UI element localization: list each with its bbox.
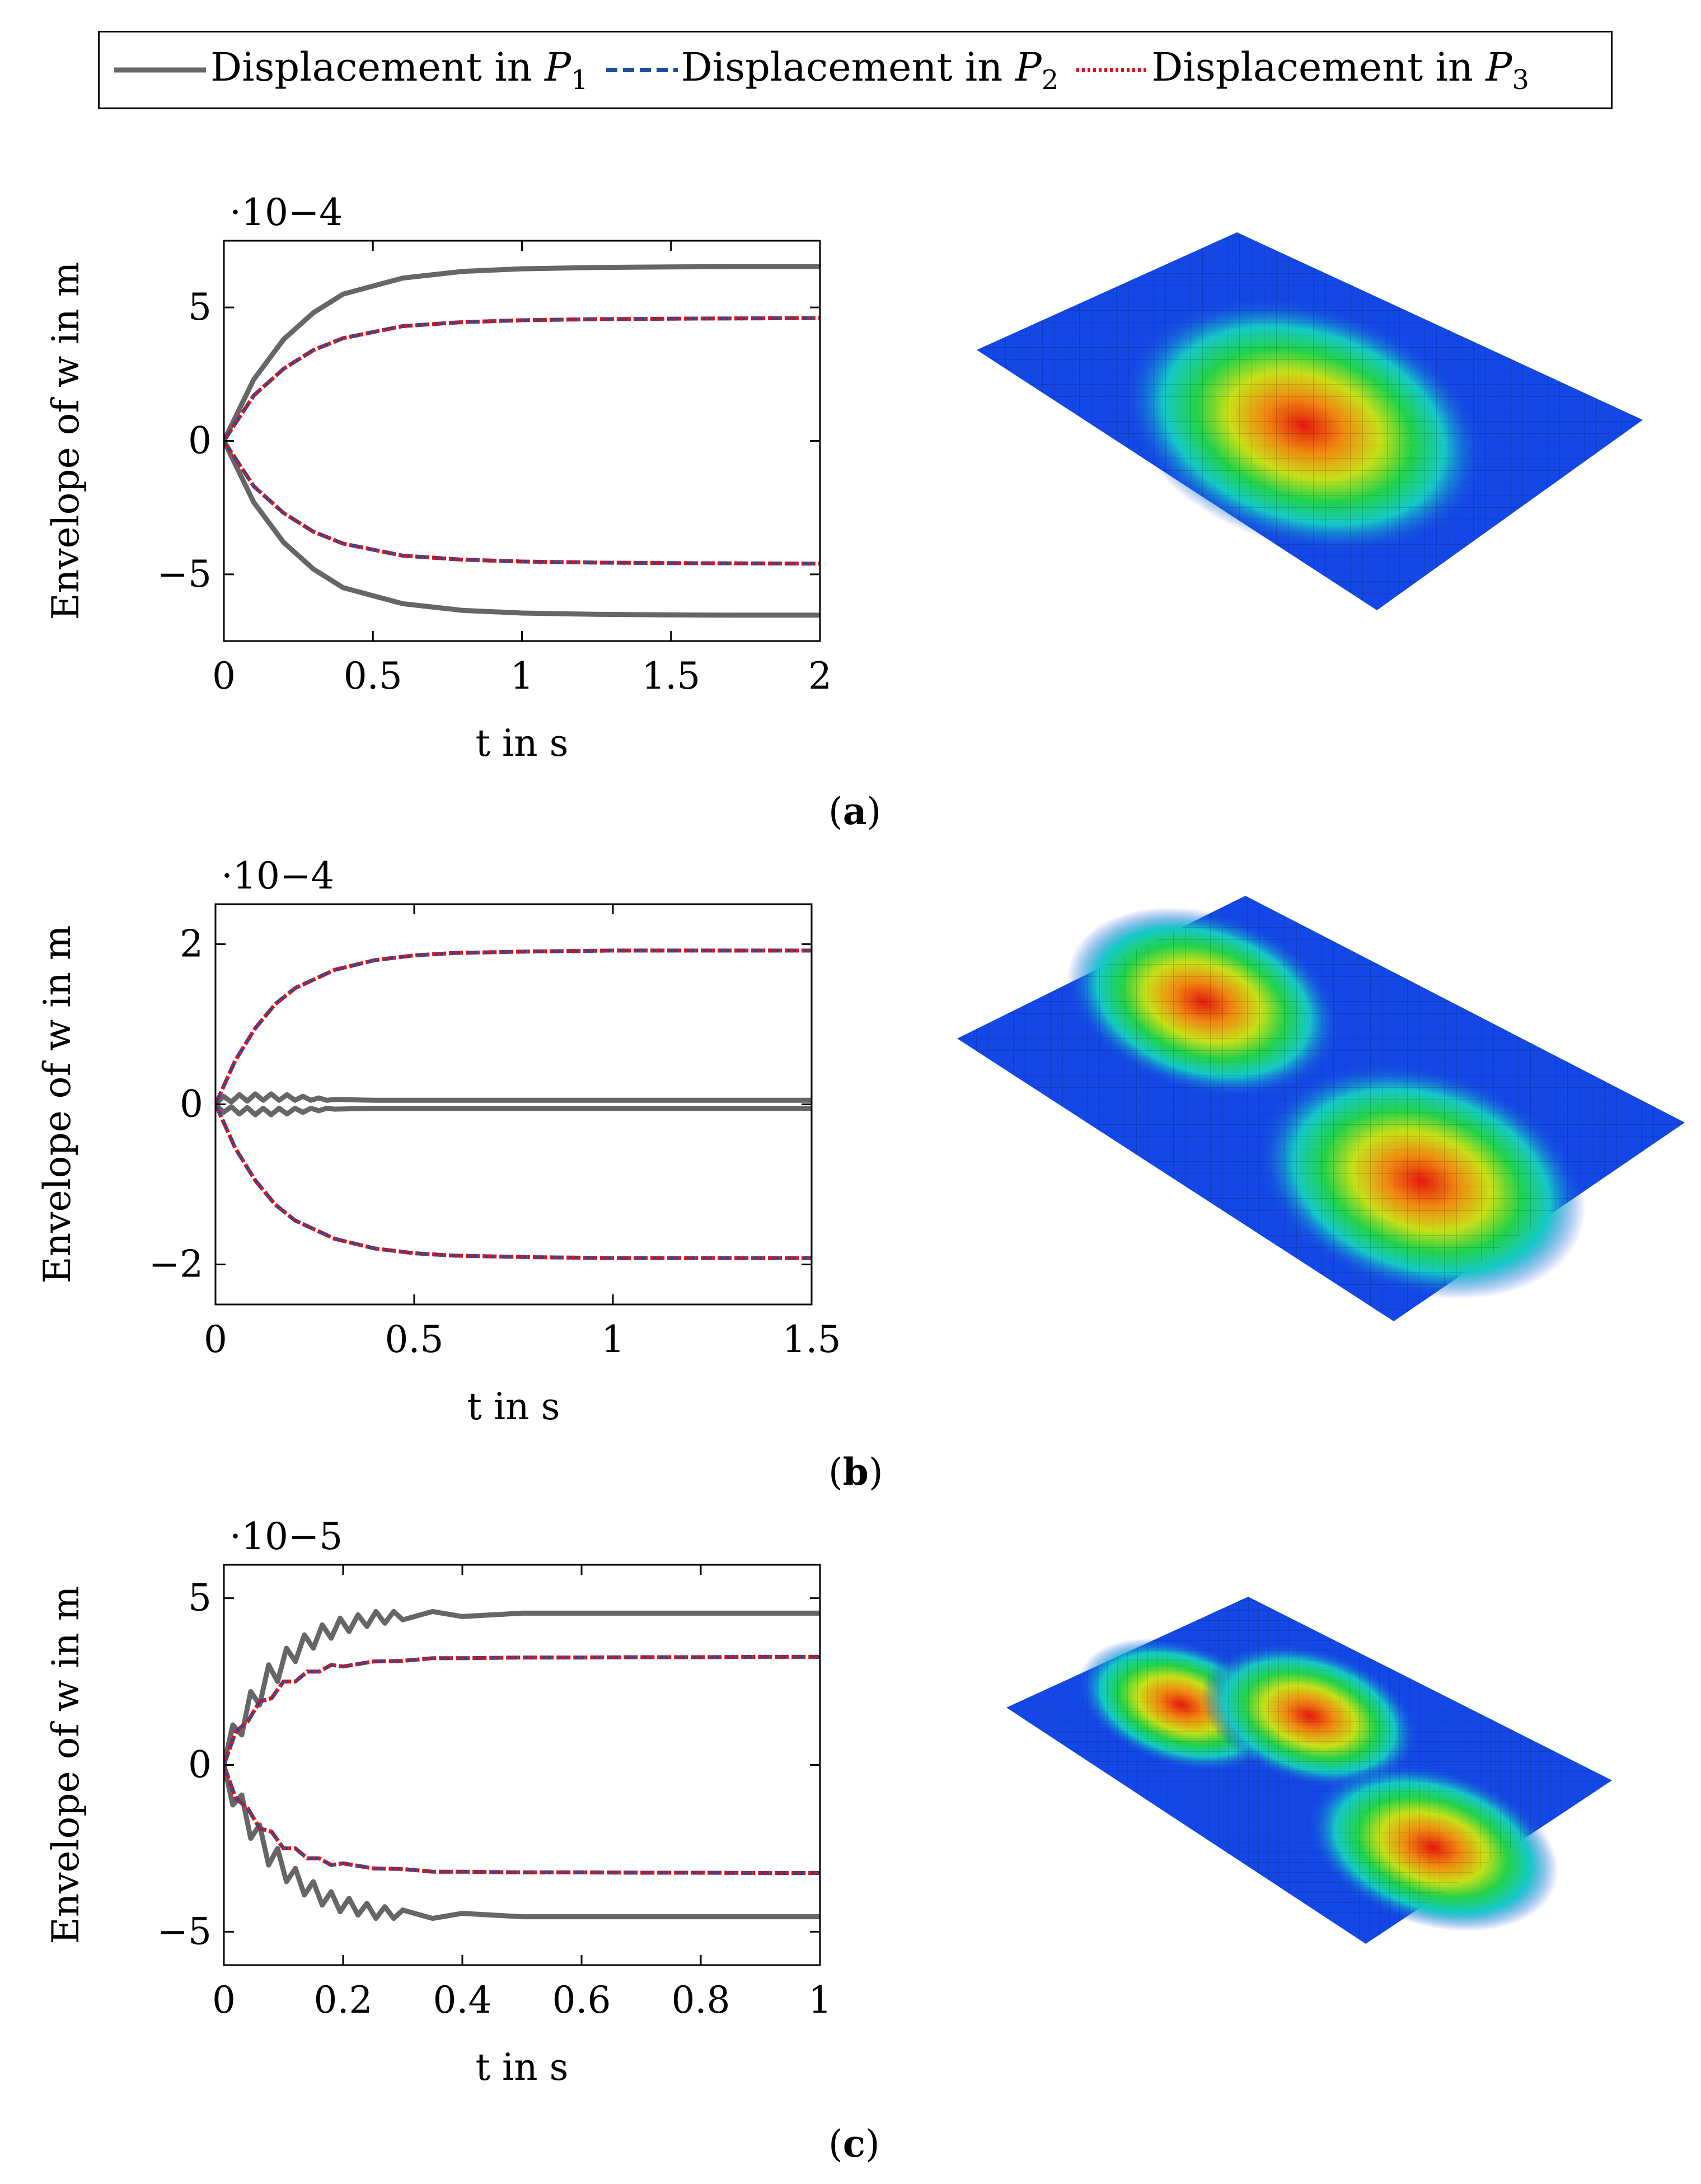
y-scale-label: ·10−4 [229,191,343,234]
series-line-p3-lower [224,439,820,566]
x-tick-label: 0.5 [344,654,402,698]
series-line-p1-lower [215,1102,812,1117]
y-tick-label: 0 [188,1743,212,1787]
series-line-p1-lower [224,439,820,618]
series-line-p2-upper [224,316,820,442]
caption-a: (a) [828,789,882,833]
legend-label-p1: Displacement in P1 [210,44,588,96]
series-line-p3-lower [215,1103,812,1260]
y-scale-label: ·10−5 [229,1515,343,1558]
x-tick-label: 1 [808,1979,832,2022]
y-scale-label: ·10−4 [221,854,334,897]
legend-entry-p2: Displacement in P2 [603,44,1059,96]
legend-label-p3: Displacement in P3 [1151,44,1529,96]
y-tick-label: −5 [157,553,212,596]
y-tick-label: −2 [149,1243,203,1286]
x-axis-label: t in s [476,722,569,765]
y-tick-label: 0 [180,1083,203,1126]
y-tick-label: −5 [157,1910,212,1953]
caption-b: (b) [828,1450,883,1494]
series-line-p1-lower [224,1764,820,1921]
series-line-p2-lower [224,1764,820,1875]
plate-surface-mode-3 [1006,1597,1612,1944]
series-line-p3-upper [224,316,820,442]
x-tick-label: 0.5 [385,1318,444,1361]
legend-swatch-p1 [114,67,206,73]
plate-surface-mode-1 [977,232,1643,610]
y-axis-label: Envelope of w in m [36,925,79,1284]
y-tick-label: 5 [188,286,212,329]
x-axis-label: t in s [467,1385,560,1428]
x-axis-label: t in s [476,2046,569,2089]
plot-frame [223,1564,821,1966]
series-line-p3-upper [215,948,812,1105]
plate-surface-mode-2 [957,896,1685,1321]
y-axis-label: Envelope of w in m [44,1586,87,1944]
chart-panel-a: 0 0.5 1 1.5 2 −5 0 5 ·10−4 t in s Envelope of w in… [44,191,832,765]
plot-frame [214,903,813,1306]
legend-swatch-p3 [1076,68,1149,72]
series-line-p2-lower [215,1103,812,1260]
series-line-p2-upper [215,948,812,1105]
y-tick-label: 0 [188,419,212,462]
x-tick-label: 0 [204,1318,227,1361]
x-tick-label: 0.6 [552,1979,611,2022]
series-line-p2-upper [224,1654,820,1766]
legend: Displacement in P1 Displacement in P2 Di… [98,31,1613,109]
plot-frame [223,240,821,642]
x-tick-label: 0.2 [314,1979,373,2022]
x-tick-label: 1 [601,1318,625,1361]
y-axis-label: Envelope of w in m [44,262,87,620]
series-line-p1-upper [215,1091,812,1106]
legend-entry-p3: Displacement in P3 [1073,44,1529,96]
x-tick-label: 0 [212,1979,236,2022]
legend-label-p2: Displacement in P2 [681,44,1059,96]
caption-c: (c) [828,2122,880,2166]
x-tick-label: 1.5 [782,1318,841,1361]
legend-swatch-p2 [606,68,678,72]
x-tick-label: 1.5 [641,654,700,698]
series-line-p1-upper [224,264,820,442]
series-line-p3-lower [224,1764,820,1875]
series-group [224,264,820,618]
y-tick-label: 5 [188,1577,212,1620]
series-line-p2-lower [224,439,820,566]
x-tick-label: 0 [212,654,236,698]
x-tick-label: 0.4 [433,1979,492,2022]
legend-entry-p1: Displacement in P1 [110,44,588,96]
x-tick-label: 1 [510,654,534,698]
series-group [224,1608,820,1921]
x-tick-label: 2 [808,654,832,698]
series-line-p1-upper [224,1608,820,1766]
x-tick-label: 0.8 [672,1979,730,2022]
series-line-p3-upper [224,1654,820,1766]
series-group [215,948,812,1260]
y-tick-label: 2 [180,923,203,966]
